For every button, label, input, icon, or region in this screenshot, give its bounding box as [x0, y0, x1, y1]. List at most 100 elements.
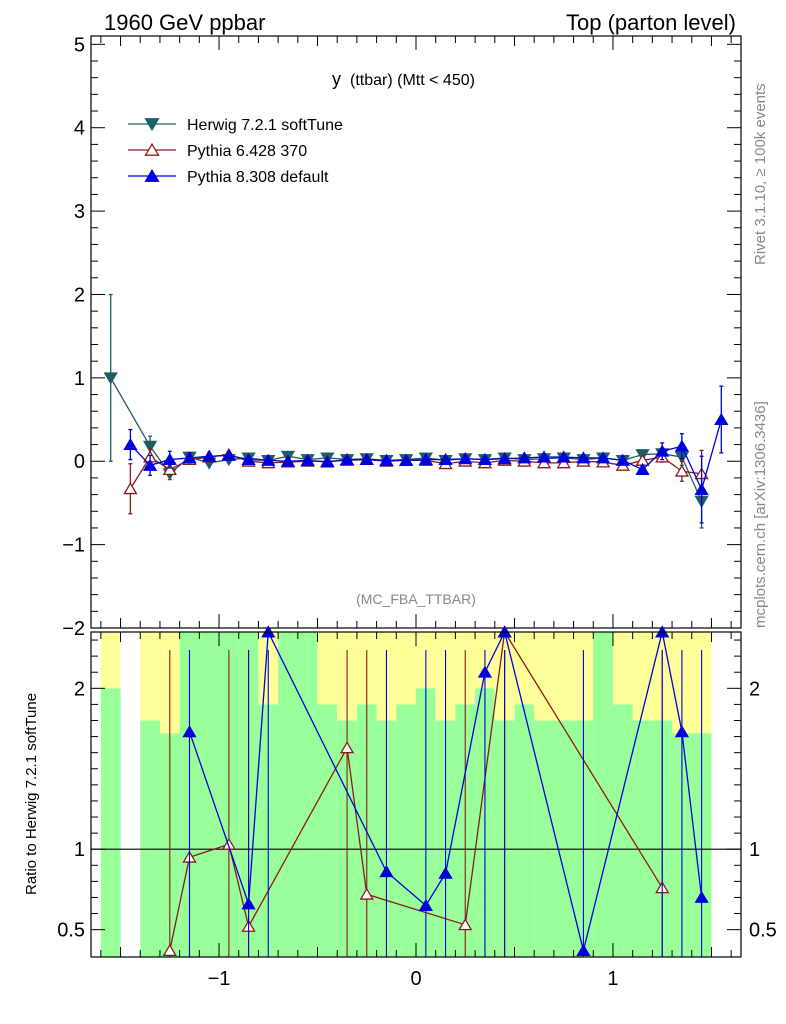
data-point — [399, 453, 414, 466]
ratio-data-point — [221, 837, 237, 850]
data-point — [458, 452, 473, 465]
main-y-tick-label: 1 — [74, 368, 85, 390]
data-point — [655, 444, 670, 457]
ratio-data-point — [694, 890, 709, 903]
data-point — [379, 453, 394, 466]
data-point — [162, 452, 177, 466]
main-y-tick-label: 5 — [74, 34, 85, 56]
data-point — [359, 452, 374, 466]
data-point — [556, 450, 571, 463]
uncertainty-band-green — [514, 704, 535, 957]
data-point — [615, 453, 630, 466]
data-point — [123, 482, 138, 495]
ratio-series-1 — [182, 625, 709, 957]
uncertainty-band-green — [317, 704, 338, 957]
ratio-y-tick-label-right: 2 — [749, 678, 760, 700]
main-y-tick-label: 2 — [74, 284, 85, 306]
ratio-y-tick-label: 0.5 — [57, 920, 85, 942]
ratio-data-point — [241, 897, 256, 910]
uncertainty-band-green — [199, 632, 220, 957]
data-point — [438, 452, 453, 466]
rivet-label: Rivet 3.1.10, ≥ 100k events — [752, 83, 769, 265]
header-left-title: 1960 GeV ppbar — [104, 10, 265, 35]
ratio-x-tick-label: 1 — [607, 968, 618, 990]
ratio-ylabel: Ratio to Herwig 7.2.1 softTune — [23, 693, 40, 895]
uncertainty-band-yellow — [534, 632, 554, 721]
uncertainty-band-yellow — [632, 632, 653, 721]
uncertainty-band-green — [632, 720, 653, 957]
header-right-title: Top (parton level) — [566, 10, 736, 35]
ratio-y-axis: 0.5 0.5 1 1 2 2 — [57, 639, 777, 942]
data-point — [694, 482, 709, 496]
data-point — [182, 451, 197, 464]
main-y-tick-label: −1 — [62, 535, 85, 557]
uncertainty-band-green — [612, 704, 633, 957]
data-point — [241, 452, 256, 466]
ratio-data-point — [674, 725, 690, 738]
legend-label: Herwig 7.2.1 softTune — [187, 117, 343, 134]
data-point — [320, 455, 335, 468]
data-point — [162, 462, 177, 476]
series-0 — [103, 293, 709, 529]
data-point — [714, 412, 729, 425]
ratio-x-tick-label: 0 — [410, 968, 421, 990]
ratio-data-point — [576, 943, 591, 957]
uncertainty-band-green — [534, 720, 554, 957]
legend-marker — [144, 168, 160, 182]
uncertainty-band-yellow — [140, 632, 160, 721]
uncertainty-band-yellow — [553, 632, 574, 721]
ratio-data-point — [162, 943, 177, 957]
series-line — [110, 377, 703, 502]
ratio-data-point — [418, 898, 433, 911]
ratio-y-tick-label-right: 0.5 — [749, 920, 777, 942]
uncertainty-band-yellow — [317, 632, 338, 705]
series-2 — [123, 385, 729, 524]
ratio-data-point — [359, 887, 374, 900]
data-point — [536, 450, 552, 463]
data-point — [556, 456, 571, 469]
main-plot-area — [103, 293, 729, 529]
ratio-x-axis: −1 0 1 — [100, 632, 732, 990]
main-y-axis: −2 −1 0 1 2 3 4 5 — [62, 34, 741, 640]
main-x-axis — [100, 36, 732, 628]
uncertainty-band-yellow — [100, 632, 121, 689]
uncertainty-band-yellow — [514, 632, 535, 705]
data-point — [497, 452, 512, 465]
data-point — [300, 453, 315, 466]
legend-marker — [144, 118, 160, 132]
ratio-x-tick-label: −1 — [208, 968, 231, 990]
uncertainty-band-yellow — [396, 632, 416, 705]
uncertainty-band-green — [297, 632, 318, 957]
uncertainty-band-green — [100, 688, 121, 957]
ratio-y-tick-label: 2 — [74, 678, 85, 700]
ratio-data-point — [379, 865, 394, 878]
ratio-plot-area — [91, 625, 741, 957]
ratio-y-tick-label-right: 1 — [749, 839, 760, 861]
uncertainty-band-green — [396, 704, 416, 957]
uncertainty-band-yellow — [612, 632, 633, 705]
uncertainty-band-green — [278, 632, 298, 957]
main-y-tick-label: −2 — [62, 618, 85, 640]
data-point — [221, 448, 237, 461]
data-point — [103, 372, 118, 385]
data-point — [674, 464, 690, 477]
data-point — [674, 439, 690, 452]
ratio-data-point — [458, 918, 473, 931]
main-y-tick-label: 4 — [74, 118, 85, 140]
data-point — [595, 451, 611, 464]
analysis-tag: (MC_FBA_TTBAR) — [356, 591, 476, 607]
data-point — [477, 452, 493, 466]
data-point — [517, 451, 532, 464]
data-point — [576, 451, 591, 464]
data-point — [123, 437, 138, 451]
ratio-data-point — [182, 725, 197, 738]
plot-title: y (ttbar) (Mtt < 450) — [332, 69, 475, 89]
ratio-data-point — [438, 866, 453, 879]
ratio-y-tick-label: 1 — [74, 839, 85, 861]
main-y-tick-label: 3 — [74, 201, 85, 223]
data-point — [339, 452, 355, 466]
legend-label: Pythia 6.428 370 — [187, 143, 307, 160]
uncertainty-band-green — [553, 720, 574, 957]
legend-label: Pythia 8.308 default — [187, 169, 329, 186]
